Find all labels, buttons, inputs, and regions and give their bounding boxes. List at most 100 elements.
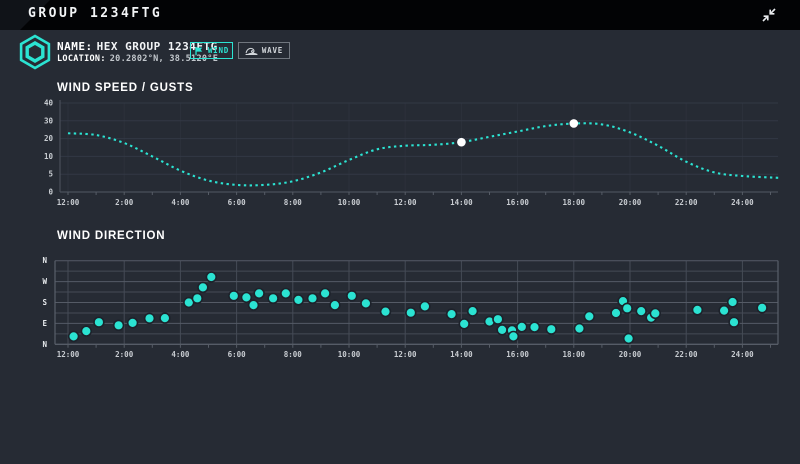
grid xyxy=(60,102,778,193)
group-title: GROUP 1234FTG xyxy=(28,6,163,21)
wind-direction-point xyxy=(329,299,341,311)
wind-direction-point xyxy=(528,321,541,333)
wind-direction-point xyxy=(649,307,661,320)
x-tick-label: 14:00 xyxy=(450,350,473,359)
y-tick-label: 0 xyxy=(48,188,53,197)
tab-wind[interactable]: WIND xyxy=(190,42,233,59)
wind-direction-point xyxy=(458,318,470,330)
x-tick-label: 16:00 xyxy=(506,350,529,359)
x-tick-label: 24:00 xyxy=(731,198,754,207)
wind-direction-point xyxy=(126,317,139,329)
wind-speed-line xyxy=(67,122,779,187)
x-tick-label: 4:00 xyxy=(171,198,190,207)
wind-direction-point xyxy=(346,290,358,302)
header-bar: GROUP 1234FTG xyxy=(0,0,800,30)
y-tick-label: 5 xyxy=(48,170,53,179)
x-axis-labels: 12:00 2:00 4:00 6:00 8:00 10:00 12:00 14:00 16:0… xyxy=(57,350,754,359)
x-tick-label: 12:00 xyxy=(57,350,80,359)
x-tick-label: 2:00 xyxy=(115,350,134,359)
x-tick-label: 22:00 xyxy=(675,350,698,359)
wind-direction-point xyxy=(253,287,265,300)
x-tick-label: 14:00 xyxy=(450,198,473,207)
wind-direction-point xyxy=(728,316,740,328)
wind-direction-point xyxy=(93,316,105,328)
tab-wind-label: WIND xyxy=(207,46,230,55)
x-tick-label: 20:00 xyxy=(619,198,642,207)
wind-direction-point xyxy=(240,291,253,304)
wind-direction-point xyxy=(718,304,730,317)
wind-direction-point xyxy=(507,330,520,343)
y-axis-labels: N W S E N xyxy=(42,256,47,349)
x-tick-label: 2:00 xyxy=(115,198,134,207)
x-tick-label: 24:00 xyxy=(731,350,754,359)
wind-direction-point xyxy=(635,305,647,317)
wind-direction-point xyxy=(379,305,392,318)
location-value: 20.2802°N, 38.5120°E xyxy=(109,54,219,64)
wind-direction-point xyxy=(405,306,417,319)
y-axis-labels: 0 5 10 20 30 40 xyxy=(44,99,54,197)
name-label: NAME: xyxy=(57,40,93,53)
wind-direction-point xyxy=(516,321,528,333)
wind-direction-point xyxy=(228,290,240,302)
y-tick-label: 30 xyxy=(44,116,54,125)
x-tick-label: 16:00 xyxy=(506,198,529,207)
collapse-icon[interactable] xyxy=(760,6,778,24)
grid xyxy=(55,260,778,345)
wind-direction-point xyxy=(545,323,557,335)
wind-direction-chart-title: WIND DIRECTION xyxy=(57,230,166,242)
tab-wave-label: WAVE xyxy=(261,46,284,55)
y-tick-label: 20 xyxy=(44,134,54,143)
x-tick-label: 6:00 xyxy=(228,198,247,207)
wind-direction-point xyxy=(197,281,209,294)
direction-tick-label: S xyxy=(42,298,47,307)
wave-icon xyxy=(245,47,258,55)
tab-wave[interactable]: WAVE xyxy=(238,42,290,59)
wind-direction-point xyxy=(80,325,93,337)
wind-direction-point xyxy=(573,322,586,335)
x-tick-label: 12:00 xyxy=(57,198,80,207)
wind-direction-point xyxy=(622,332,635,345)
wind-direction-chart: N W S E N 12:00 2:00 4:00 6:00 8:00 10:00 12:00 14:0… xyxy=(42,256,779,359)
x-tick-label: 6:00 xyxy=(228,350,247,359)
x-tick-label: 18:00 xyxy=(563,198,586,207)
x-tick-label: 10:00 xyxy=(338,350,361,359)
direction-tick-label: W xyxy=(42,277,47,286)
x-tick-label: 10:00 xyxy=(338,198,361,207)
wind-direction-point xyxy=(621,302,633,314)
x-tick-label: 4:00 xyxy=(171,350,190,359)
direction-tick-label: N xyxy=(42,340,47,349)
wind-direction-point xyxy=(267,292,279,304)
wind-direction-point xyxy=(247,299,260,311)
x-axis-labels: 12:00 2:00 4:00 6:00 8:00 10:00 12:00 14:00 16:0… xyxy=(57,198,754,207)
wind-direction-point xyxy=(191,292,204,304)
wind-direction-point xyxy=(159,312,171,324)
wind-direction-point xyxy=(292,294,305,306)
wind-direction-point xyxy=(492,313,504,325)
x-tick-label: 22:00 xyxy=(675,198,698,207)
flag-icon xyxy=(195,46,203,55)
x-tick-label: 8:00 xyxy=(284,198,303,207)
wind-direction-point xyxy=(756,302,768,314)
wind-speed-marker[interactable] xyxy=(569,119,579,128)
x-tick-label: 18:00 xyxy=(563,350,586,359)
direction-tick-label: N xyxy=(42,256,47,265)
wind-direction-point xyxy=(143,312,156,325)
wind-direction-point xyxy=(583,310,595,323)
wind-direction-point xyxy=(280,287,292,300)
wind-speed-chart-title: WIND SPEED / GUSTS xyxy=(57,82,194,94)
wind-direction-point xyxy=(445,308,458,320)
wind-direction-point xyxy=(306,292,319,304)
x-tick-label: 20:00 xyxy=(619,350,642,359)
station-location-row: LOCATION: 20.2802°N, 38.5120°E xyxy=(57,54,218,64)
wind-direction-point xyxy=(205,271,218,283)
wind-direction-point xyxy=(496,324,508,336)
y-tick-label: 10 xyxy=(44,152,54,161)
hex-group-logo-icon xyxy=(19,34,51,70)
direction-tick-label: E xyxy=(42,319,47,328)
wind-speed-marker[interactable] xyxy=(457,137,466,147)
location-label: LOCATION: xyxy=(57,54,106,64)
wind-direction-point xyxy=(419,300,431,313)
y-tick-label: 40 xyxy=(44,99,54,108)
station-name-row: NAME: HEX GROUP 1234FTG xyxy=(57,40,218,53)
